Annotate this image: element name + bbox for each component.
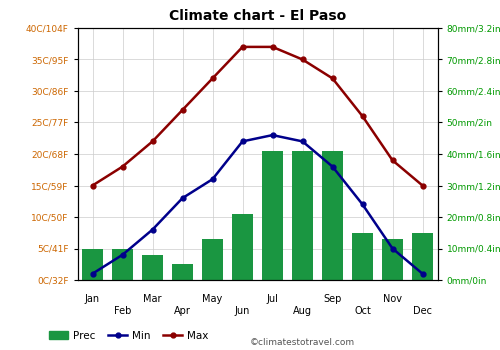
Text: Aug: Aug — [293, 307, 312, 316]
Bar — [292, 151, 313, 280]
Text: Oct: Oct — [354, 307, 371, 316]
Bar — [352, 233, 373, 280]
Bar — [142, 255, 163, 280]
Bar — [322, 151, 343, 280]
Text: Mar: Mar — [144, 294, 162, 304]
Text: Sep: Sep — [324, 294, 342, 304]
Bar — [232, 214, 253, 280]
Text: Dec: Dec — [413, 307, 432, 316]
Bar — [172, 264, 193, 280]
Bar — [202, 239, 223, 280]
Text: Jul: Jul — [266, 294, 278, 304]
Text: ©climatestotravel.com: ©climatestotravel.com — [250, 338, 355, 347]
Text: May: May — [202, 294, 222, 304]
Text: Apr: Apr — [174, 307, 191, 316]
Text: Nov: Nov — [383, 294, 402, 304]
Bar — [382, 239, 403, 280]
Bar — [82, 248, 103, 280]
Legend: Prec, Min, Max: Prec, Min, Max — [45, 327, 212, 345]
Bar — [262, 151, 283, 280]
Bar — [112, 248, 133, 280]
Text: Jun: Jun — [235, 307, 250, 316]
Title: Climate chart - El Paso: Climate chart - El Paso — [169, 9, 346, 23]
Bar — [412, 233, 433, 280]
Text: Jan: Jan — [85, 294, 100, 304]
Text: Feb: Feb — [114, 307, 131, 316]
